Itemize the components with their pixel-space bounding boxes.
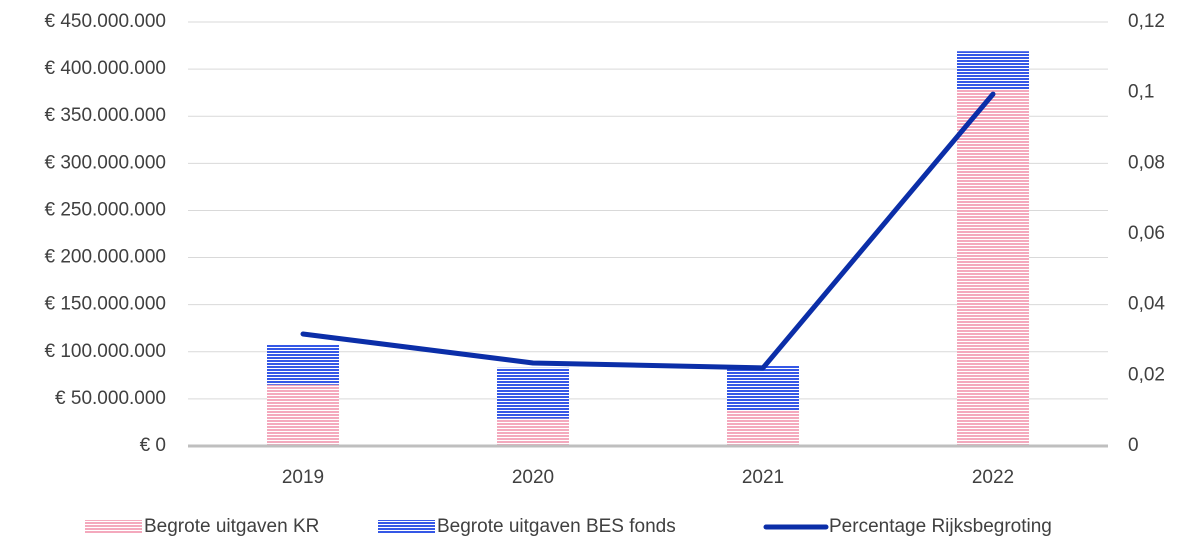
y-tick-label: € 0 (140, 435, 166, 456)
x-tick-label: 2020 (512, 467, 554, 488)
bar (267, 344, 339, 385)
bar (957, 51, 1029, 90)
y2-tick-label: 0,1 (1128, 82, 1154, 103)
y2-tick-label: 0,12 (1128, 11, 1165, 32)
y-tick-label: € 400.000.000 (44, 58, 166, 79)
bar (267, 384, 339, 446)
bar (727, 410, 799, 446)
y2-tick-label: 0 (1128, 435, 1139, 456)
y2-tick-label: 0,08 (1128, 152, 1165, 173)
legend-swatch (378, 520, 435, 534)
legend-label: Begrote uitgaven KR (144, 516, 319, 537)
y-tick-label: € 100.000.000 (44, 341, 166, 362)
y-tick-label: € 350.000.000 (44, 105, 166, 126)
y-tick-label: € 150.000.000 (44, 294, 166, 315)
legend-label: Begrote uitgaven BES fonds (437, 516, 676, 537)
bar (497, 367, 569, 419)
x-tick-label: 2019 (282, 467, 324, 488)
line (300, 91, 996, 371)
bar (497, 418, 569, 446)
legend-swatch (85, 520, 142, 534)
legend-label: Percentage Rijksbegroting (829, 516, 1052, 537)
bar (957, 89, 1029, 446)
y-tick-label: € 200.000.000 (44, 247, 166, 268)
x-tick-label: 2021 (742, 467, 784, 488)
y-tick-label: € 50.000.000 (55, 388, 166, 409)
bar (727, 365, 799, 411)
y2-tick-label: 0,02 (1128, 364, 1165, 385)
y-tick-label: € 300.000.000 (44, 152, 166, 173)
y2-tick-label: 0,04 (1128, 294, 1165, 315)
y-tick-label: € 250.000.000 (44, 199, 166, 220)
y2-tick-label: 0,06 (1128, 223, 1165, 244)
x-tick-label: 2022 (972, 467, 1014, 488)
y-tick-label: € 450.000.000 (44, 11, 166, 32)
